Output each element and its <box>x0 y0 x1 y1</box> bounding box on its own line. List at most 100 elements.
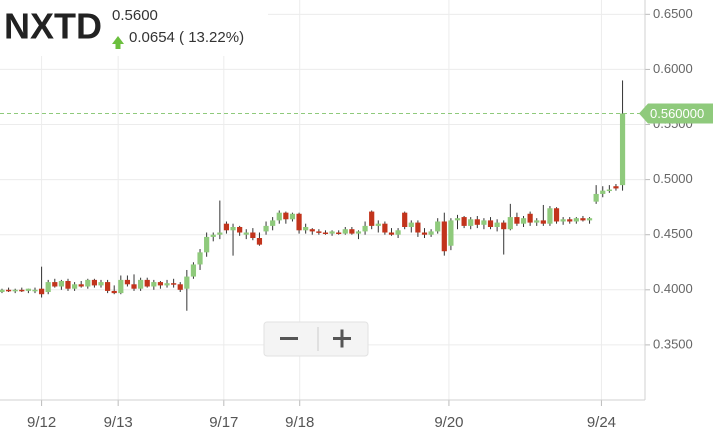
candle-body <box>382 223 388 233</box>
candle-body <box>78 284 84 287</box>
candle-body <box>468 219 474 226</box>
candle-body <box>217 232 223 235</box>
candle-body <box>355 231 362 234</box>
x-tick-label: 9/18 <box>285 414 314 431</box>
candle-body <box>421 232 428 235</box>
candle-body <box>45 282 51 293</box>
x-tick-label: 9/20 <box>434 414 463 431</box>
candle-body <box>124 279 131 285</box>
candle-body <box>223 223 230 231</box>
candle-body <box>520 218 527 224</box>
x-tick-label: 9/12 <box>27 414 56 431</box>
x-tick-label: 9/24 <box>587 414 616 431</box>
x-tick-label: 9/13 <box>104 414 133 431</box>
y-tick-label: 0.4000 <box>653 281 693 296</box>
candle-body <box>534 220 540 223</box>
zoom-controls <box>263 321 369 357</box>
y-tick-label: 0.3500 <box>653 336 693 351</box>
candle-body <box>402 212 408 227</box>
candle-body <box>514 217 520 224</box>
up-arrow <box>112 36 124 49</box>
candle-body <box>540 220 546 224</box>
candle-body <box>65 280 71 289</box>
candle-body <box>38 288 45 295</box>
candle-body <box>369 211 375 226</box>
candle-body <box>507 217 513 230</box>
candle-body <box>263 225 269 232</box>
zoom-out-button[interactable] <box>280 337 298 340</box>
price-change: 0.0654 ( 13.22%) <box>129 29 244 46</box>
y-tick-label: 0.6000 <box>653 61 693 76</box>
candle-body <box>527 213 533 223</box>
candle-body <box>72 284 78 289</box>
candle-body <box>309 229 315 232</box>
ticker: NXTD <box>4 6 102 47</box>
candle-body <box>567 219 573 222</box>
x-tick-label: 9/17 <box>209 414 238 431</box>
candle-body <box>586 218 593 221</box>
candle-body <box>342 229 348 234</box>
candle-body <box>415 222 421 233</box>
candle-body <box>600 190 606 194</box>
last-price-label: 0.560000 <box>650 106 704 121</box>
candle-body <box>560 219 566 222</box>
candle-body <box>85 279 91 287</box>
candle-body <box>329 231 335 234</box>
candle-body <box>349 229 355 234</box>
candle-body <box>105 282 111 291</box>
candle-body <box>547 208 553 224</box>
candle-body <box>573 218 579 222</box>
candle-body <box>441 221 447 252</box>
y-tick-label: 0.5000 <box>653 171 693 186</box>
zoom-in-v <box>340 329 344 348</box>
candle-body <box>448 220 454 246</box>
candle-body <box>0 289 5 293</box>
candle-body <box>210 234 216 237</box>
candle-body <box>52 282 58 287</box>
candle-body <box>19 289 25 292</box>
candle-body <box>204 236 210 253</box>
candle-body <box>237 226 243 233</box>
candle-body <box>98 282 104 286</box>
zoom-in-button[interactable] <box>333 329 351 348</box>
candle-body <box>12 289 18 292</box>
candle-body <box>25 288 31 291</box>
y-tick-label: 0.4500 <box>653 226 693 241</box>
candle-body <box>144 279 150 287</box>
candle-body <box>375 223 381 226</box>
candle-body <box>606 189 612 192</box>
header-box <box>0 0 268 56</box>
candle-body <box>32 289 38 292</box>
candle-body <box>184 276 190 289</box>
candle-body <box>118 279 124 294</box>
candle-body <box>481 220 487 225</box>
candle-body <box>164 283 170 286</box>
candle-body <box>553 208 560 222</box>
candle-body <box>454 218 461 221</box>
candle-body <box>5 289 12 292</box>
price: 0.5600 <box>112 7 158 24</box>
candle-body <box>501 222 507 230</box>
candle-body <box>316 231 322 233</box>
candle-body <box>435 221 441 232</box>
candle-body <box>111 290 117 294</box>
candle-body <box>580 218 586 221</box>
zoom-box <box>263 321 369 357</box>
candle-body <box>58 280 64 287</box>
candle-body <box>190 264 197 277</box>
y-tick-label: 0.6500 <box>653 6 693 21</box>
candle-body <box>256 238 263 245</box>
candle-body <box>303 226 309 231</box>
candle-body <box>289 213 296 220</box>
candle-body <box>362 225 368 232</box>
candle-body <box>428 231 434 235</box>
candle-body <box>177 284 183 290</box>
candle-body <box>395 230 401 235</box>
candle-body <box>461 217 467 226</box>
candle-body <box>250 232 256 239</box>
candle-body <box>243 232 249 235</box>
candle-body <box>619 113 626 186</box>
candle-body <box>593 193 599 202</box>
candle-body <box>322 232 329 235</box>
